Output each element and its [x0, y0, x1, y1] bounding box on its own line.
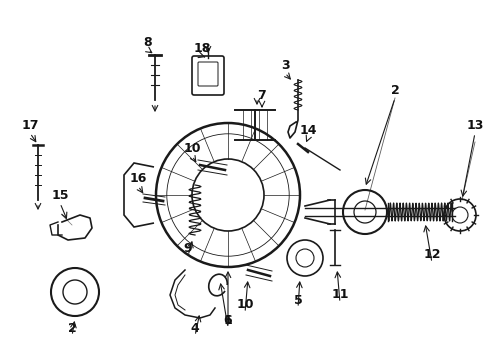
Text: 14: 14 — [299, 123, 317, 136]
Text: 17: 17 — [21, 118, 39, 131]
Text: 11: 11 — [331, 288, 349, 302]
Text: 18: 18 — [194, 41, 211, 54]
Text: 4: 4 — [191, 321, 199, 334]
Text: 10: 10 — [183, 141, 201, 154]
Text: 2: 2 — [391, 84, 399, 96]
Text: 3: 3 — [281, 59, 289, 72]
Text: 2: 2 — [68, 321, 76, 334]
Text: 12: 12 — [423, 248, 441, 261]
Text: 13: 13 — [466, 118, 484, 131]
Text: 6: 6 — [224, 314, 232, 327]
Text: 7: 7 — [258, 89, 267, 102]
Text: 1: 1 — [223, 314, 232, 327]
Text: 16: 16 — [129, 171, 147, 185]
Text: 8: 8 — [144, 36, 152, 49]
Text: 5: 5 — [294, 293, 302, 306]
Text: 15: 15 — [51, 189, 69, 202]
Text: 9: 9 — [184, 242, 192, 255]
Text: 10: 10 — [236, 298, 254, 311]
